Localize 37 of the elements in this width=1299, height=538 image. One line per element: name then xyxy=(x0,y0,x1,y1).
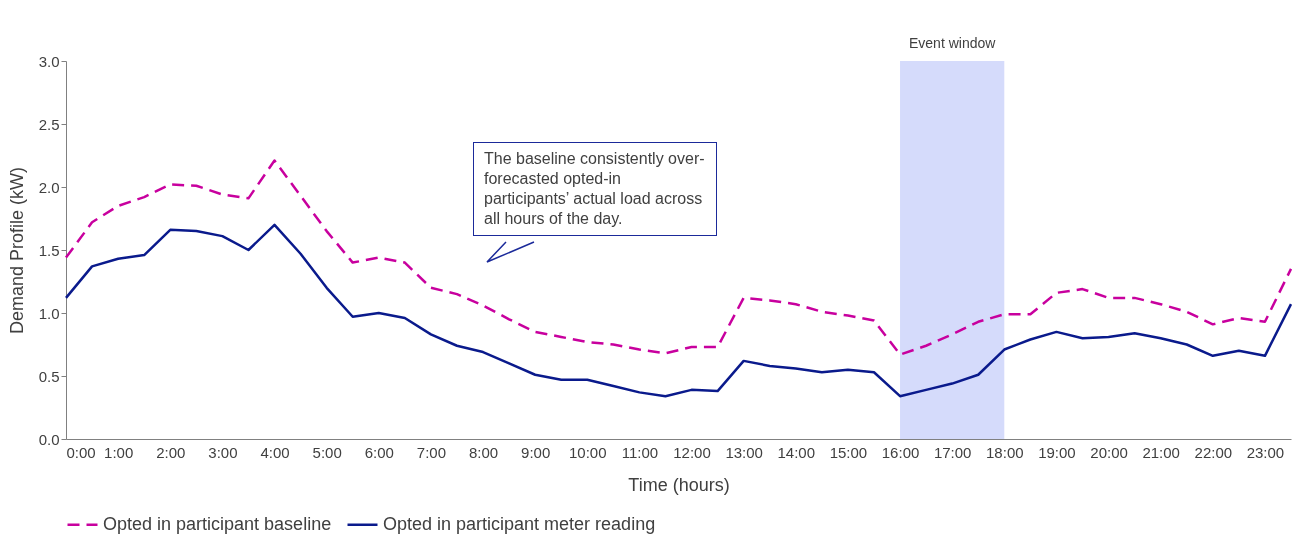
x-tick-label: 10:00 xyxy=(569,443,607,461)
x-tick-label: 12:00 xyxy=(673,443,711,461)
x-axis-title: Time (hours) xyxy=(628,474,730,495)
x-tick-label: 20:00 xyxy=(1090,443,1128,461)
x-tick-label: 4:00 xyxy=(260,443,290,461)
x-tick-label: 14:00 xyxy=(777,443,816,461)
x-tick-label: 17:00 xyxy=(933,443,972,461)
x-tick-label: 11:00 xyxy=(621,443,659,461)
x-tick-label: 1:00 xyxy=(104,443,134,461)
x-tick-label: 6:00 xyxy=(364,443,394,461)
x-tick-label: 8:00 xyxy=(468,443,499,461)
y-tick-label: 0.5 xyxy=(38,367,60,385)
x-tick-label: 13:00 xyxy=(725,443,763,461)
legend-label: Opted in participant meter reading xyxy=(383,513,656,534)
x-tick-label: 2:00 xyxy=(156,443,186,461)
x-tick-label: 5:00 xyxy=(312,443,342,461)
x-tick-label: 22:00 xyxy=(1194,443,1233,461)
x-tick-label: 19:00 xyxy=(1038,443,1076,461)
x-tick-label: 0:00 xyxy=(66,443,96,461)
legend-label: Opted in participant baseline xyxy=(103,513,332,534)
y-tick-label: 2.5 xyxy=(38,115,60,133)
x-tick-label: 23:00 xyxy=(1246,443,1285,461)
y-tick-label: 2.0 xyxy=(38,178,60,196)
band-label: Event window xyxy=(908,35,997,51)
x-tick-label: 3:00 xyxy=(208,443,238,461)
y-tick-label: 0.0 xyxy=(38,430,60,448)
x-tick-label: 7:00 xyxy=(416,443,446,461)
x-tick-label: 21:00 xyxy=(1142,443,1180,461)
y-tick-label: 1.0 xyxy=(38,304,60,322)
x-tick-label: 16:00 xyxy=(881,443,920,461)
x-tick-label: 18:00 xyxy=(986,443,1024,461)
y-tick-label: 1.5 xyxy=(38,241,60,259)
x-tick-label: 15:00 xyxy=(829,443,868,461)
y-axis-title: Demand Profile (kW) xyxy=(6,166,27,335)
speech-bubble: The baseline consistently over-forecasted opted-in participants’ actual load across all hours of the day. xyxy=(473,142,717,236)
y-tick-label: 3.0 xyxy=(38,52,60,70)
x-tick-label: 9:00 xyxy=(521,443,551,461)
